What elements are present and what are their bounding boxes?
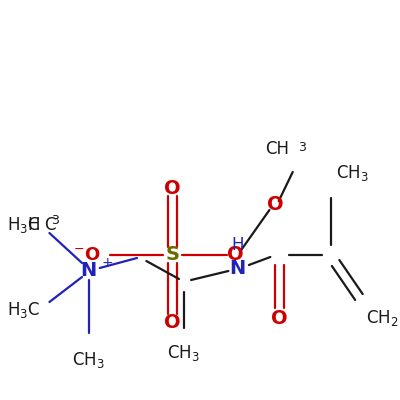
Text: H: H xyxy=(28,216,40,234)
Text: O: O xyxy=(164,178,181,198)
Text: H: H xyxy=(232,236,244,254)
Text: C: C xyxy=(44,216,55,234)
Text: O: O xyxy=(271,308,288,328)
Text: CH$_3$: CH$_3$ xyxy=(167,343,200,363)
Text: H$_3$C: H$_3$C xyxy=(7,215,40,235)
Text: H$_3$C: H$_3$C xyxy=(7,300,40,320)
Text: CH$_2$: CH$_2$ xyxy=(366,308,399,328)
Text: $^{-}$O: $^{-}$O xyxy=(73,246,101,264)
Text: 3: 3 xyxy=(298,141,306,154)
Text: CH$_3$: CH$_3$ xyxy=(72,350,105,370)
Text: S: S xyxy=(166,246,180,264)
Text: O: O xyxy=(267,196,283,214)
Text: CH: CH xyxy=(265,140,289,158)
Text: N: N xyxy=(80,260,97,280)
Text: O: O xyxy=(164,312,181,332)
Text: N: N xyxy=(230,258,246,278)
Text: O: O xyxy=(227,246,243,264)
Text: +: + xyxy=(102,256,113,270)
Text: CH$_3$: CH$_3$ xyxy=(336,163,368,183)
Text: 3: 3 xyxy=(51,214,59,228)
